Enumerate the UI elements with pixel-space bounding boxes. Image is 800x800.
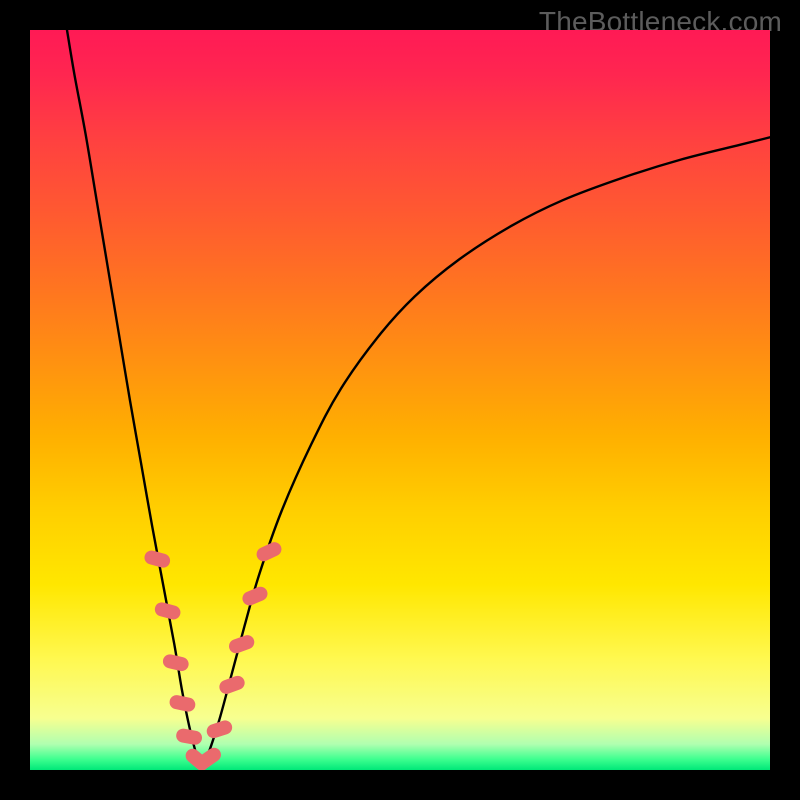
curve-overlay: [30, 30, 770, 770]
plot-area: [30, 30, 770, 770]
data-marker: [143, 549, 172, 569]
data-marker: [162, 653, 190, 672]
data-marker: [168, 694, 196, 713]
data-marker: [153, 601, 182, 621]
data-marker: [175, 728, 203, 746]
curve-right-branch: [200, 137, 770, 766]
chart-canvas: TheBottleneck.com: [0, 0, 800, 800]
curve-left-branch: [67, 30, 200, 766]
